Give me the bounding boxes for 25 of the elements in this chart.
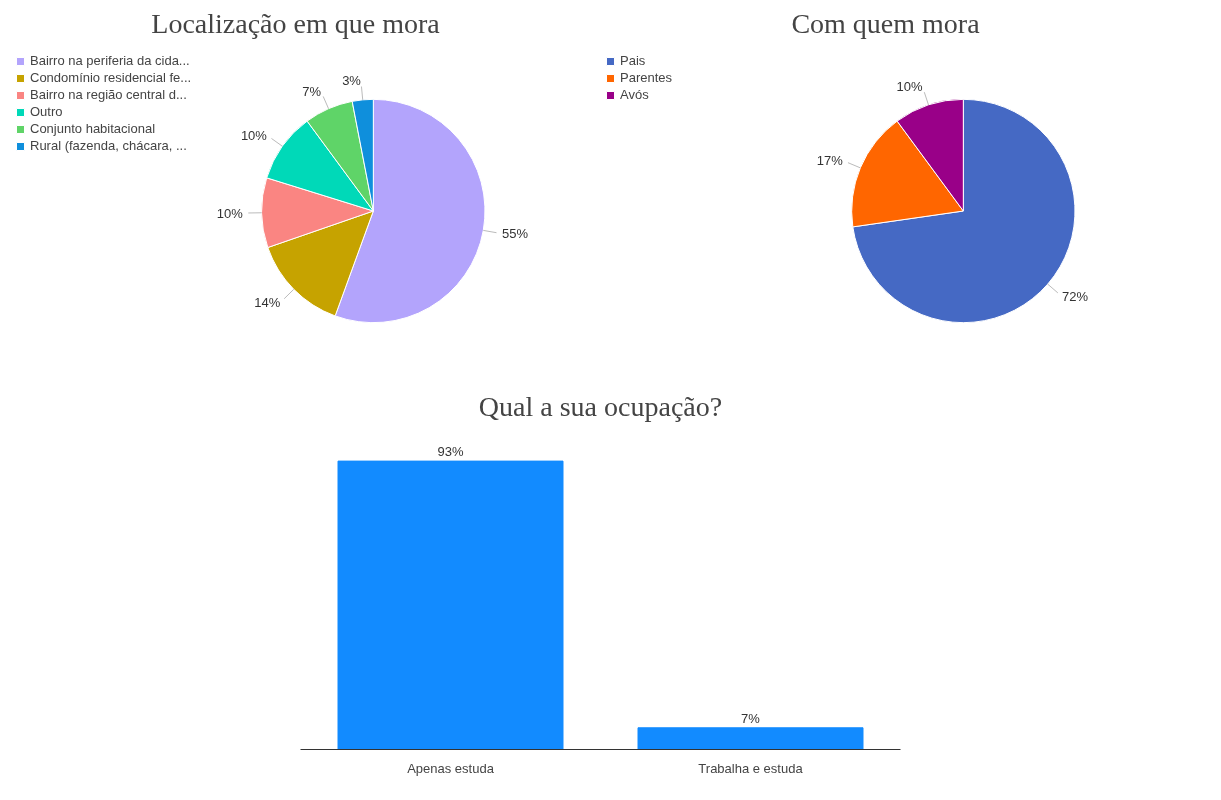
x-tick-label: Trabalha e estuda bbox=[698, 760, 804, 776]
legend-label: Parentes bbox=[620, 70, 673, 85]
chart-title: Localização em que mora bbox=[151, 7, 441, 39]
data-label: 3% bbox=[342, 73, 362, 89]
data-label: 93% bbox=[437, 444, 464, 460]
data-label: 7% bbox=[302, 83, 322, 99]
legend-label: Pais bbox=[620, 53, 646, 68]
legend-label: Rural (fazenda, chácara, ... bbox=[30, 138, 187, 153]
data-label: 17% bbox=[816, 153, 844, 169]
data-label: 10% bbox=[896, 79, 924, 95]
data-label: 7% bbox=[741, 710, 761, 726]
legend-label: Bairro na periferia da cida... bbox=[30, 53, 190, 68]
data-label: 14% bbox=[254, 295, 281, 311]
legend-label: Conjunto habitacional bbox=[30, 121, 156, 136]
legend-label: Avós bbox=[620, 87, 649, 102]
data-label: 10% bbox=[240, 127, 268, 143]
data-label: 72% bbox=[1062, 289, 1089, 305]
chart-title: Com quem mora bbox=[791, 7, 981, 39]
data-label: 55% bbox=[502, 226, 529, 242]
legend-label: Condomínio residencial fe... bbox=[30, 70, 192, 85]
data-label: 10% bbox=[216, 205, 244, 221]
legend-label: Outro bbox=[30, 104, 63, 119]
legend-label: Bairro na região central d... bbox=[30, 87, 187, 102]
x-tick-label: Apenas estuda bbox=[407, 760, 495, 776]
chart-title: Qual a sua ocupação? bbox=[478, 390, 723, 422]
